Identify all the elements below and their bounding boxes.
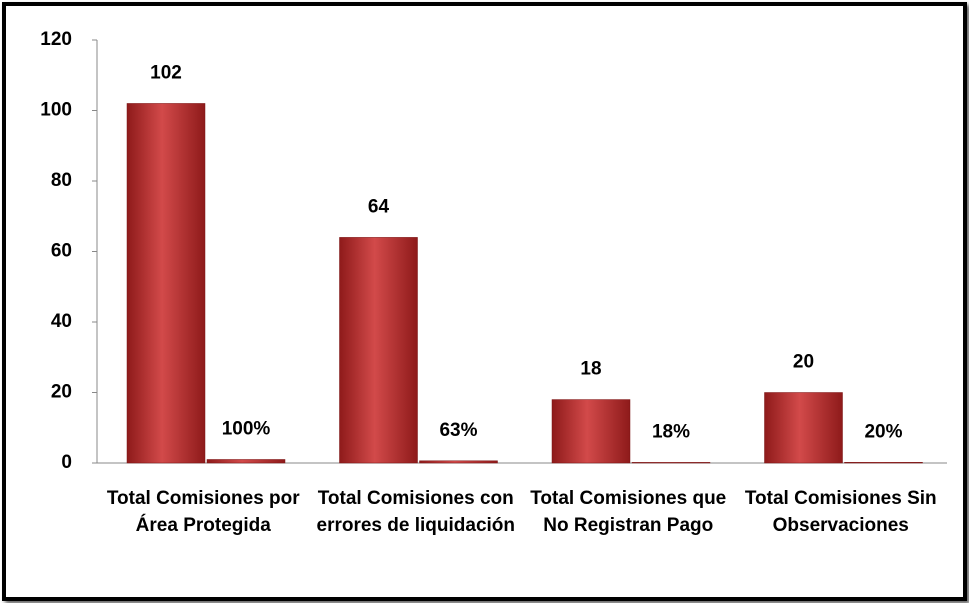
bar (764, 392, 843, 464)
bar (631, 462, 711, 464)
y-tick-label: 120 (40, 29, 72, 50)
bar (339, 237, 418, 464)
data-label: 18% (652, 421, 690, 442)
bar (206, 459, 286, 464)
y-tick-label: 80 (51, 170, 72, 191)
y-tick-label: 40 (51, 311, 72, 332)
data-label: 102 (150, 62, 182, 83)
bar (844, 462, 923, 464)
y-tick-label: 0 (61, 452, 72, 473)
x-tick-label: Total Comisiones por Área Protegida (106, 488, 300, 536)
x-tick-label: Total Comisiones Sin Observaciones (744, 488, 937, 536)
y-tick-label: 100 (40, 100, 72, 121)
y-tick-label: 20 (51, 382, 72, 403)
bar (419, 460, 498, 464)
y-tick-label: 60 (51, 241, 72, 262)
bar (126, 103, 206, 464)
data-label: 18 (580, 359, 601, 380)
x-tick-label: Total Comisiones que No Registran Pago (530, 488, 727, 536)
data-label: 64 (368, 196, 390, 217)
data-label: 100% (222, 418, 271, 439)
x-tick-label: Total Comisiones con errores de liquidac… (316, 488, 516, 536)
bar (551, 399, 631, 464)
data-label: 20 (793, 352, 814, 373)
data-label: 20% (864, 421, 902, 442)
data-label: 63% (439, 420, 477, 441)
